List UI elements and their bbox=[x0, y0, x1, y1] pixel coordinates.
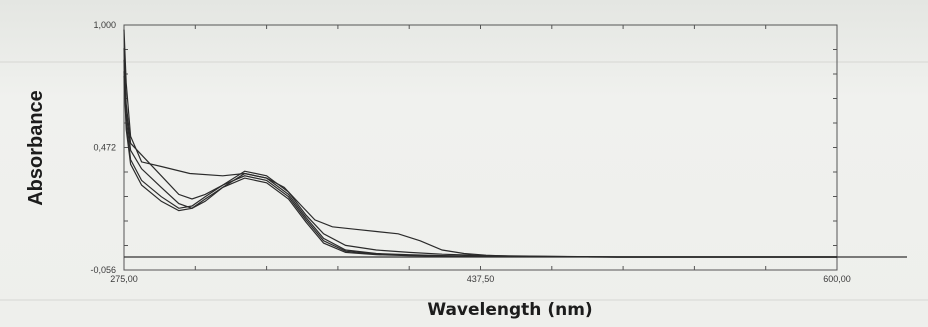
series-line-2 bbox=[123, 48, 837, 258]
series-lines bbox=[123, 29, 907, 258]
y-axis-title: Absorbance bbox=[25, 90, 47, 206]
x-tick-label: 437,50 bbox=[467, 274, 495, 284]
y-tick-label: -0,056 bbox=[90, 265, 116, 275]
series-line-5 bbox=[123, 75, 837, 258]
y-tick-label: 0,472 bbox=[93, 143, 116, 153]
x-tick-label: 600,00 bbox=[823, 274, 851, 284]
scan-texture bbox=[0, 61, 928, 301]
x-axis: 275,00 437,50 600,00 bbox=[110, 25, 851, 284]
x-tick-label: 275,00 bbox=[110, 274, 138, 284]
series-line-1 bbox=[123, 29, 837, 258]
series-line-3 bbox=[123, 59, 837, 258]
series-line-4 bbox=[123, 71, 837, 258]
x-axis-title: Wavelength (nm) bbox=[427, 300, 592, 320]
y-axis: -0,056 0,472 1,000 bbox=[90, 20, 837, 275]
y-tick-label: 1,000 bbox=[93, 20, 116, 30]
